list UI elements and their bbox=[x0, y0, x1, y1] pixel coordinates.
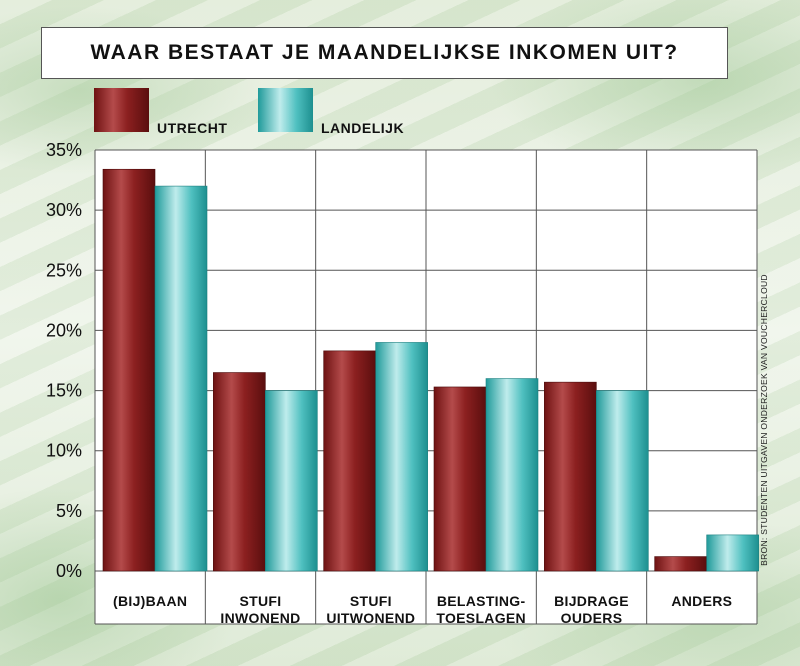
bar-utrecht bbox=[433, 386, 487, 572]
y-tick-label: 30% bbox=[46, 200, 82, 220]
y-tick-label: 5% bbox=[56, 501, 82, 521]
legend-label-landelijk: LANDELIJK bbox=[321, 120, 405, 136]
bar-landelijk bbox=[265, 390, 318, 572]
legend-label-utrecht: UTRECHT bbox=[157, 120, 228, 136]
bar-utrecht bbox=[544, 381, 597, 572]
bar-landelijk bbox=[154, 185, 208, 572]
legend-swatch-landelijk bbox=[258, 88, 313, 132]
chart-title: WAAR BESTAAT JE MAANDELIJKSE INKOMEN UIT… bbox=[90, 41, 679, 64]
legend-swatch-utrecht bbox=[94, 88, 149, 132]
chart-title-box: WAAR BESTAAT JE MAANDELIJKSE INKOMEN UIT… bbox=[41, 27, 728, 79]
bar-landelijk bbox=[706, 534, 759, 572]
x-tick-label: STUFI UITWONEND bbox=[326, 593, 415, 626]
bar-utrecht bbox=[213, 372, 266, 572]
y-tick-label: 20% bbox=[46, 320, 82, 340]
y-tick-label: 0% bbox=[56, 561, 82, 581]
y-tick-label: 35% bbox=[46, 140, 82, 160]
bar-landelijk bbox=[485, 378, 539, 572]
bar-utrecht bbox=[654, 556, 707, 572]
bar-landelijk bbox=[596, 390, 649, 572]
source-note: BRON: STUDENTEN UITGAVEN ONDERZOEK VAN V… bbox=[759, 274, 769, 566]
bar-landelijk bbox=[375, 342, 428, 572]
x-tick-label: BELASTING-TOESLAGEN bbox=[436, 593, 526, 626]
x-tick-label: (BIJ)BAAN bbox=[113, 593, 187, 609]
y-tick-label: 10% bbox=[46, 441, 82, 461]
bar-utrecht bbox=[323, 350, 376, 572]
bar-utrecht bbox=[102, 168, 156, 572]
x-tick-label: BIJDRAGE OUDERS bbox=[554, 593, 629, 626]
x-tick-label: ANDERS bbox=[671, 593, 732, 609]
y-tick-label: 25% bbox=[46, 260, 82, 280]
y-tick-label: 15% bbox=[46, 381, 82, 401]
x-tick-label: STUFI INWONEND bbox=[220, 593, 300, 626]
